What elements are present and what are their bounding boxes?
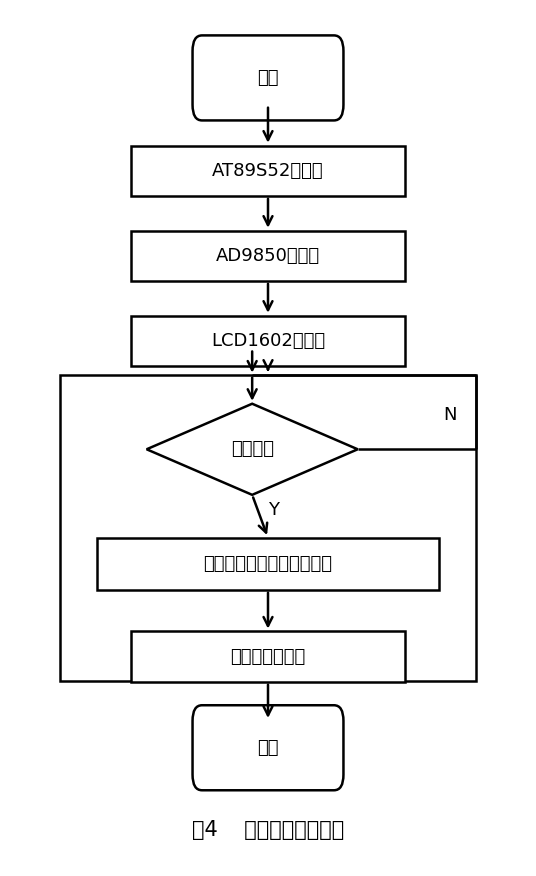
Bar bbox=[131, 145, 405, 196]
Bar bbox=[131, 632, 405, 682]
Text: 显示及数据输出: 显示及数据输出 bbox=[230, 647, 306, 666]
Text: 结束: 结束 bbox=[257, 738, 279, 757]
Bar bbox=[96, 538, 440, 590]
Text: N: N bbox=[443, 406, 457, 424]
Bar bbox=[131, 315, 405, 366]
Bar bbox=[59, 375, 477, 681]
Text: 开始: 开始 bbox=[257, 69, 279, 87]
Text: AD9850初始化: AD9850初始化 bbox=[216, 247, 320, 265]
Text: 图4    系统主程序流程图: 图4 系统主程序流程图 bbox=[192, 820, 344, 840]
Bar bbox=[131, 230, 405, 281]
Text: LCD1602初始化: LCD1602初始化 bbox=[211, 332, 325, 350]
Text: 正弦波、三角波、方波发生: 正弦波、三角波、方波发生 bbox=[204, 555, 332, 573]
FancyBboxPatch shape bbox=[192, 705, 344, 790]
Text: Y: Y bbox=[268, 501, 279, 519]
Text: 键盘扫描: 键盘扫描 bbox=[230, 441, 274, 458]
Polygon shape bbox=[147, 404, 358, 495]
Text: AT89S52初始化: AT89S52初始化 bbox=[212, 162, 324, 180]
FancyBboxPatch shape bbox=[192, 35, 344, 120]
